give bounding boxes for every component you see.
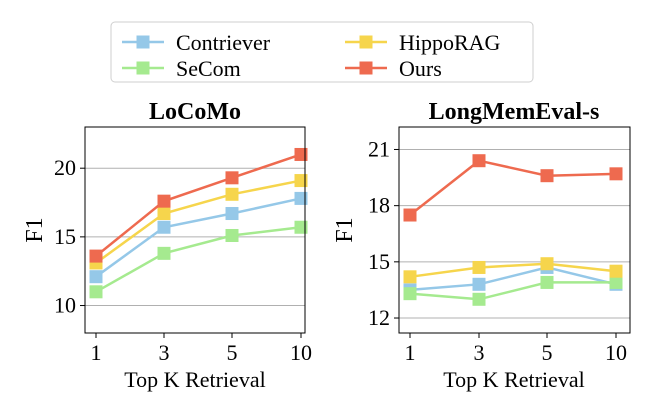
legend-entry-contriever: Contriever xyxy=(122,30,271,55)
x-axis-ticks: 1 3 5 10 xyxy=(405,333,627,365)
series-secom xyxy=(403,275,623,306)
plot-frame xyxy=(398,126,631,334)
y-axis-ticks: 10 15 20 xyxy=(54,155,85,318)
series-secom xyxy=(89,220,308,299)
data-point xyxy=(472,277,486,291)
legend-entry-ours: Ours xyxy=(345,56,442,81)
data-point xyxy=(609,275,623,289)
data-point xyxy=(472,292,486,306)
data-point xyxy=(89,285,103,299)
legend-label: HippoRAG xyxy=(399,30,501,55)
x-tick-label: 3 xyxy=(474,340,485,365)
chart-panel-locomo: LoCoMo 10 15 20 1 3 5 10 F1 Top K Retrieval xyxy=(22,99,312,392)
data-point xyxy=(609,167,623,181)
y-tick-label: 20 xyxy=(54,155,76,180)
data-point xyxy=(225,187,239,201)
y-axis-label: F1 xyxy=(332,217,358,242)
data-point xyxy=(294,174,308,188)
chart-title: LongMemEval-s xyxy=(429,99,600,125)
series-hipporag xyxy=(89,174,308,270)
legend-entry-secom: SeCom xyxy=(122,56,241,81)
legend-frame xyxy=(110,21,534,83)
data-point xyxy=(472,154,486,168)
series-line xyxy=(95,179,302,264)
legend: Contriever SeCom HippoRAG Ours xyxy=(110,21,534,83)
series-line xyxy=(95,226,302,293)
x-tick-label: 3 xyxy=(159,340,170,365)
series-ours xyxy=(403,154,623,222)
y-tick-label: 21 xyxy=(368,136,390,161)
series-contriever xyxy=(89,191,308,284)
data-point xyxy=(540,169,554,183)
series-line xyxy=(409,281,616,301)
x-tick-label: 10 xyxy=(605,340,627,365)
x-axis-ticks: 1 3 5 10 xyxy=(91,333,312,365)
x-tick-label: 1 xyxy=(405,340,416,365)
x-axis-label: Top K Retrieval xyxy=(443,367,584,392)
series-line xyxy=(95,197,302,278)
legend-label: Ours xyxy=(399,56,442,81)
legend-marker xyxy=(136,35,150,49)
data-point xyxy=(157,207,171,221)
data-point xyxy=(472,260,486,274)
y-axis-label: F1 xyxy=(22,217,48,242)
data-point xyxy=(225,207,239,221)
y-tick-label: 18 xyxy=(368,193,390,218)
y-tick-label: 10 xyxy=(54,293,76,318)
data-point xyxy=(609,264,623,278)
data-point xyxy=(403,287,417,301)
legend-marker xyxy=(359,61,373,75)
data-point xyxy=(403,208,417,222)
data-point xyxy=(294,191,308,205)
series-line xyxy=(409,266,617,292)
x-axis-label: Top K Retrieval xyxy=(124,367,265,392)
y-tick-label: 15 xyxy=(368,249,390,274)
data-point xyxy=(225,228,239,242)
series-line xyxy=(409,159,617,217)
gridlines xyxy=(399,148,630,319)
x-tick-label: 1 xyxy=(91,340,102,365)
plot-frame xyxy=(84,126,306,334)
x-tick-label: 5 xyxy=(227,340,238,365)
data-point xyxy=(157,220,171,234)
data-point xyxy=(540,257,554,271)
series-ours xyxy=(89,147,308,263)
x-tick-label: 5 xyxy=(542,340,553,365)
series-line xyxy=(95,153,302,258)
legend-entry-hipporag: HippoRAG xyxy=(345,30,501,55)
data-point xyxy=(157,246,171,260)
data-point xyxy=(89,249,103,263)
x-tick-label: 10 xyxy=(290,340,312,365)
legend-label: Contriever xyxy=(176,30,271,55)
legend-marker xyxy=(359,35,373,49)
series-layer xyxy=(403,154,623,306)
y-tick-label: 15 xyxy=(54,224,76,249)
data-point xyxy=(89,270,103,284)
series-hipporag xyxy=(403,257,623,284)
data-point xyxy=(294,147,308,161)
y-axis-ticks: 12 15 18 21 xyxy=(368,136,399,330)
series-line xyxy=(409,262,617,279)
y-tick-label: 12 xyxy=(368,305,390,330)
data-point xyxy=(294,220,308,234)
legend-label: SeCom xyxy=(176,56,241,81)
data-point xyxy=(540,275,554,289)
chart-title: LoCoMo xyxy=(149,99,241,125)
data-point xyxy=(403,270,417,284)
data-point xyxy=(225,171,239,185)
series-layer xyxy=(89,147,308,299)
data-point xyxy=(157,194,171,208)
legend-marker xyxy=(136,61,150,75)
